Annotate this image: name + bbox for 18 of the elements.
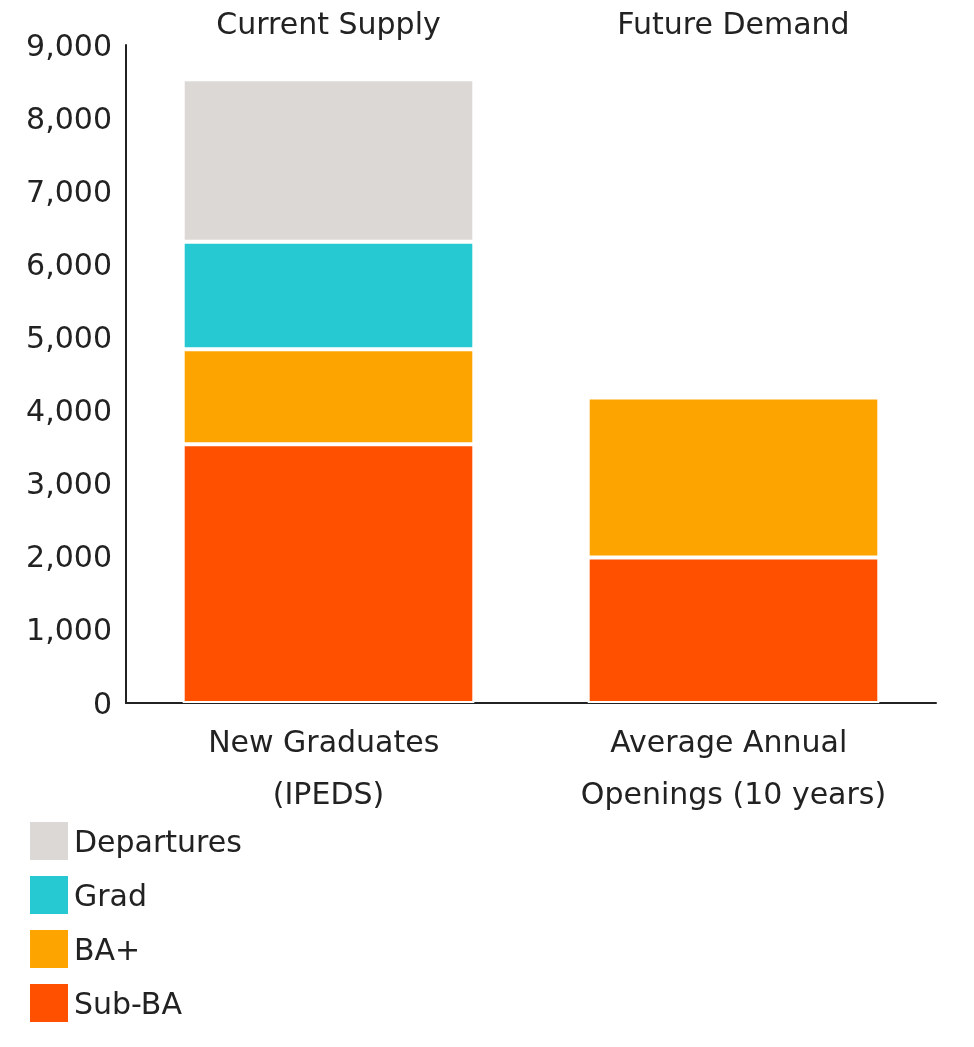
y-tick-label: 8,000	[26, 100, 112, 136]
y-tick-label: 6,000	[26, 246, 112, 282]
y-tick-label: 7,000	[26, 173, 112, 209]
text: Future Demand	[617, 5, 850, 41]
legend-label: Sub-BA	[74, 985, 183, 1021]
x-tick-label: Average Annual Openings (10 years)	[580, 723, 887, 811]
legend-label: BA+	[74, 931, 141, 967]
text: Current Supply	[216, 5, 441, 41]
legend-label: Grad	[74, 877, 148, 913]
y-tick-label: 9,000	[26, 27, 112, 63]
y-tick-label: 3,000	[26, 466, 112, 502]
y-tick-label: 2,000	[26, 539, 112, 575]
y-tick-label: 1,000	[26, 612, 112, 648]
legend-label: Departures	[74, 823, 242, 859]
y-tick-label: 5,000	[26, 319, 112, 355]
x-tick-label: New Graduates (IPEDS)	[208, 723, 449, 811]
y-tick-label: 0	[92, 685, 112, 721]
y-tick-label: 4,000	[26, 393, 112, 429]
